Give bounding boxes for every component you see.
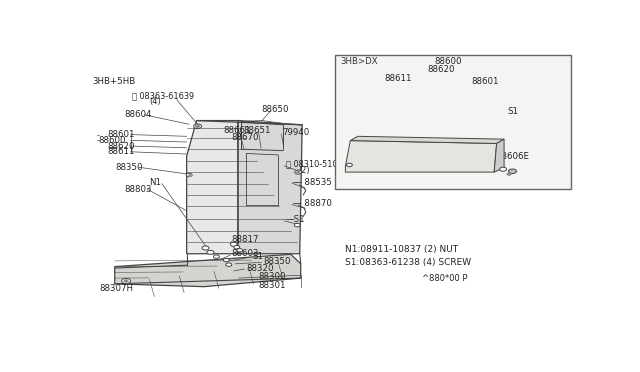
Text: 88350: 88350 <box>264 257 291 266</box>
Circle shape <box>297 171 300 173</box>
Circle shape <box>193 124 202 129</box>
Text: 88620: 88620 <box>108 141 135 151</box>
Text: 79940: 79940 <box>282 128 310 137</box>
Polygon shape <box>187 121 241 254</box>
Circle shape <box>507 173 511 175</box>
Circle shape <box>294 223 300 227</box>
Text: 88601: 88601 <box>108 130 135 139</box>
Circle shape <box>213 255 220 258</box>
Text: 88606E: 88606E <box>497 153 530 161</box>
Circle shape <box>295 170 301 174</box>
Text: 3HB+5HB: 3HB+5HB <box>92 77 136 86</box>
Polygon shape <box>237 121 302 254</box>
Text: Ⓢ 08363-61639: Ⓢ 08363-61639 <box>132 92 194 101</box>
Bar <box>335 55 571 189</box>
Circle shape <box>509 169 516 173</box>
Text: 88301: 88301 <box>259 281 286 290</box>
Text: 88661: 88661 <box>224 126 252 135</box>
Circle shape <box>124 280 128 282</box>
Text: 88651: 88651 <box>244 126 271 135</box>
Text: 88611: 88611 <box>385 74 412 83</box>
Polygon shape <box>346 141 497 172</box>
Text: (2): (2) <box>298 166 310 174</box>
Text: 88600: 88600 <box>99 136 126 145</box>
Circle shape <box>226 263 232 266</box>
Text: ^880*00 P: ^880*00 P <box>422 273 468 283</box>
Circle shape <box>202 246 209 250</box>
Polygon shape <box>115 254 301 287</box>
Text: 88600: 88600 <box>435 57 462 66</box>
Text: 88650: 88650 <box>261 105 289 113</box>
Polygon shape <box>350 136 504 144</box>
Text: 88604: 88604 <box>125 110 152 119</box>
Polygon shape <box>494 139 504 172</box>
Circle shape <box>237 248 243 252</box>
Circle shape <box>230 242 237 246</box>
Text: Ⓢ 08310-51023: Ⓢ 08310-51023 <box>286 160 348 169</box>
Text: 88817: 88817 <box>231 235 259 244</box>
Text: N1: N1 <box>150 178 161 187</box>
Circle shape <box>207 250 214 254</box>
Circle shape <box>346 163 352 167</box>
Text: S1: S1 <box>253 252 264 261</box>
Circle shape <box>189 175 191 176</box>
Text: 88601: 88601 <box>472 77 499 86</box>
Text: — 88535: — 88535 <box>293 178 332 187</box>
Text: 88320: 88320 <box>246 264 274 273</box>
Text: 88350: 88350 <box>116 163 143 172</box>
Circle shape <box>122 278 131 283</box>
Text: 88670: 88670 <box>231 133 259 142</box>
Text: 88603: 88603 <box>231 249 259 258</box>
Circle shape <box>196 125 200 128</box>
Text: 88300: 88300 <box>259 272 286 280</box>
Circle shape <box>234 246 240 249</box>
Text: S1: S1 <box>508 107 518 116</box>
Text: 88803: 88803 <box>125 185 152 193</box>
Text: 88307H: 88307H <box>100 284 134 293</box>
Text: — 88870: — 88870 <box>293 199 332 208</box>
Text: N1:08911-10837 (2) NUT: N1:08911-10837 (2) NUT <box>346 245 458 254</box>
Text: S1:08363-61238 (4) SCREW: S1:08363-61238 (4) SCREW <box>346 258 472 267</box>
Text: —S1: —S1 <box>286 215 305 224</box>
Text: 3HB>DX: 3HB>DX <box>340 57 378 66</box>
Text: (4): (4) <box>150 97 161 106</box>
Circle shape <box>223 258 229 262</box>
Circle shape <box>500 167 507 171</box>
Text: 88611: 88611 <box>108 147 135 156</box>
Circle shape <box>186 173 192 177</box>
Text: 88620: 88620 <box>428 65 454 74</box>
